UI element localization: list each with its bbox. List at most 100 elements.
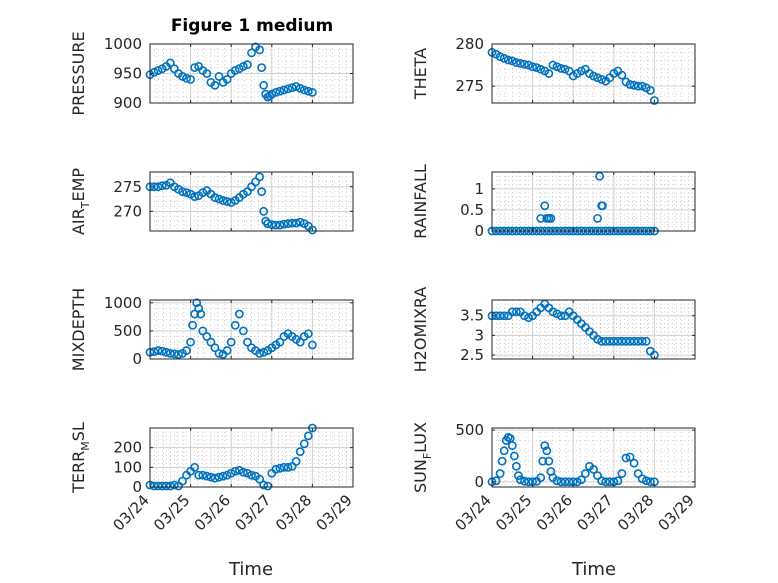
data-point xyxy=(509,451,519,461)
y-tick-label: 270 xyxy=(113,202,142,220)
x-tick-label: 03/26 xyxy=(533,491,576,534)
y-axis-label: AIRTEMP xyxy=(69,168,92,235)
data-point xyxy=(621,453,631,463)
data-point xyxy=(601,477,611,487)
data-point xyxy=(548,60,558,70)
data-point xyxy=(507,56,517,66)
data-point xyxy=(609,336,619,346)
y-axis-label: RAINFALL xyxy=(411,164,430,239)
x-tick-label: 03/24 xyxy=(452,491,495,534)
data-point xyxy=(542,446,552,456)
y-tick-label: 0 xyxy=(132,478,142,496)
data-point xyxy=(580,469,590,478)
data-point xyxy=(259,206,269,216)
data-point xyxy=(513,471,523,481)
data-point xyxy=(524,477,533,487)
data-point xyxy=(593,73,602,83)
data-point xyxy=(279,219,289,229)
data-point xyxy=(275,86,285,96)
y-tick-label: 0.5 xyxy=(460,201,484,219)
data-point xyxy=(564,477,574,487)
axes-box xyxy=(149,299,354,360)
data-point xyxy=(532,63,542,72)
x-tick-label: 03/29 xyxy=(313,491,356,534)
data-point xyxy=(178,476,187,486)
data-point xyxy=(528,62,537,72)
data-point xyxy=(226,337,236,347)
data-point xyxy=(210,473,220,483)
data-point xyxy=(255,348,265,358)
data-point xyxy=(210,193,220,202)
data-point xyxy=(287,83,297,93)
data-point xyxy=(153,346,163,355)
axes-box xyxy=(149,171,354,232)
y-tick-label: 500 xyxy=(113,322,142,340)
data-point xyxy=(536,473,546,483)
data-point xyxy=(202,69,212,78)
data-point xyxy=(605,336,615,346)
data-point xyxy=(511,58,521,67)
y-tick-label: 1 xyxy=(474,180,484,198)
axes-box xyxy=(149,427,354,488)
data-point xyxy=(637,336,647,346)
data-point xyxy=(247,48,256,58)
plot-area xyxy=(492,172,695,231)
x-tick-label: 03/27 xyxy=(573,491,616,534)
data-point xyxy=(222,75,232,84)
data-point xyxy=(194,304,204,313)
data-point xyxy=(210,80,220,90)
x-axis-label-left: Time xyxy=(228,559,273,580)
axes-box xyxy=(491,171,696,232)
data-point xyxy=(206,472,216,482)
data-point xyxy=(303,86,313,96)
data-point xyxy=(540,441,550,450)
data-point xyxy=(153,182,163,192)
data-point xyxy=(247,470,256,480)
data-point xyxy=(633,336,643,346)
data-point xyxy=(194,470,204,480)
data-point xyxy=(283,219,293,229)
data-points xyxy=(145,42,317,102)
data-point xyxy=(218,471,228,481)
data-point xyxy=(188,320,198,330)
data-point xyxy=(291,457,301,466)
data-point xyxy=(307,225,317,235)
data-points xyxy=(487,48,659,105)
data-point xyxy=(202,471,212,481)
x-tick-label: 03/24 xyxy=(110,491,153,534)
data-point xyxy=(255,45,265,55)
data-point xyxy=(190,63,200,72)
data-point xyxy=(263,219,273,229)
axes-box xyxy=(491,427,696,488)
data-points xyxy=(145,298,317,359)
y-axis-label: THETA xyxy=(411,48,430,100)
data-point xyxy=(650,96,659,105)
data-point xyxy=(214,472,224,482)
data-point xyxy=(157,181,167,191)
data-point xyxy=(161,347,171,357)
data-point xyxy=(629,80,639,90)
data-point xyxy=(153,481,163,491)
data-point xyxy=(595,171,604,181)
data-point xyxy=(645,477,655,487)
data-point xyxy=(275,220,285,230)
y-tick-label: 950 xyxy=(113,65,142,83)
x-tick-label: 03/26 xyxy=(191,491,234,534)
data-point xyxy=(283,84,293,94)
data-point xyxy=(613,476,623,486)
data-point xyxy=(499,446,509,456)
data-point xyxy=(625,80,635,89)
y-axis-label: H2OMIXRA xyxy=(411,287,430,373)
y-tick-label: 280 xyxy=(455,35,484,53)
data-point xyxy=(214,194,224,204)
data-point xyxy=(645,85,655,95)
data-point xyxy=(165,348,175,358)
data-point xyxy=(605,477,615,487)
y-axis-label: TERRMSL xyxy=(69,422,92,494)
data-point xyxy=(196,309,206,319)
data-point xyxy=(556,64,566,73)
data-point xyxy=(182,73,191,83)
y-tick-label: 275 xyxy=(455,77,484,95)
